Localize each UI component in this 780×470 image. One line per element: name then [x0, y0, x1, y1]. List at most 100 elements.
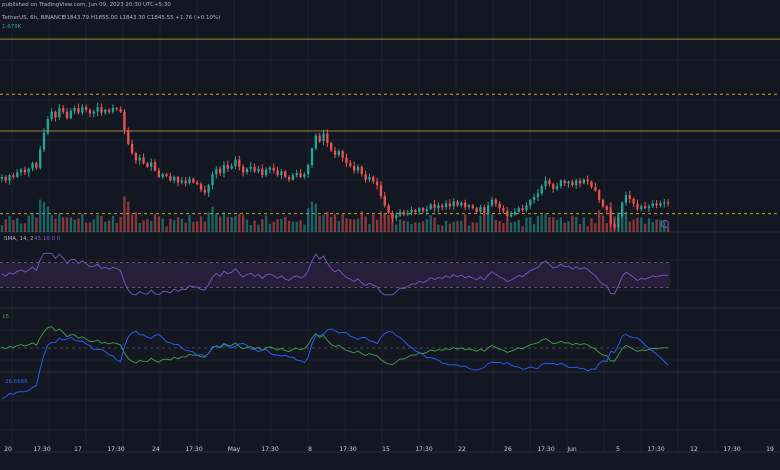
- candle-body: [494, 199, 497, 204]
- volume-bar: [111, 215, 115, 232]
- candle-body: [360, 166, 363, 175]
- volume-bar: [441, 225, 444, 232]
- volume-bar: [395, 224, 398, 232]
- volume-bar: [69, 217, 72, 232]
- candle-body: [12, 175, 15, 177]
- publish-text: published on TradingView.com, Jun 09, 20…: [2, 2, 171, 8]
- candle-body: [192, 178, 195, 183]
- x-tick-label: 17:30: [723, 446, 740, 453]
- volume-bar: [245, 219, 249, 232]
- volume-bar: [636, 217, 639, 232]
- last-price-badge[interactable]: [661, 220, 669, 228]
- candle-body: [157, 170, 161, 177]
- volume-bar: [230, 217, 233, 232]
- x-tick-label: 5: [616, 446, 620, 453]
- candle-body: [356, 166, 360, 171]
- volume-bar: [295, 221, 298, 232]
- candle-body: [513, 211, 517, 215]
- volume-bar: [598, 210, 601, 232]
- volume-bar: [590, 218, 593, 232]
- volume-bar: [238, 213, 241, 232]
- volume-bar: [138, 222, 141, 232]
- candle-body: [395, 215, 398, 219]
- candle-body: [222, 164, 226, 174]
- candle-body: [475, 208, 478, 212]
- volume-bar: [107, 220, 111, 232]
- volume-bar: [169, 218, 172, 232]
- volume-bar: [402, 220, 406, 232]
- candle-body: [100, 107, 103, 113]
- candle-body: [617, 216, 620, 228]
- volume-bar: [651, 222, 654, 232]
- candle-body: [42, 132, 46, 150]
- candle-body: [425, 209, 429, 211]
- candle-body: [88, 109, 92, 114]
- candle-body: [532, 197, 536, 200]
- volume-bar: [356, 218, 360, 232]
- x-tick-label: 8: [308, 446, 312, 453]
- volume-bar: [552, 217, 555, 232]
- candle-body: [506, 210, 509, 217]
- volume-bar: [364, 216, 367, 232]
- candle-body: [127, 130, 130, 144]
- volume-bar: [655, 219, 658, 232]
- volume-bar: [494, 219, 497, 232]
- volume-bar: [4, 219, 7, 232]
- volume-bar: [192, 221, 195, 232]
- volume-bar: [483, 213, 486, 232]
- candle-body: [203, 189, 206, 193]
- volume-bar: [165, 226, 168, 232]
- volume-bar: [337, 220, 340, 232]
- volume-bar: [58, 213, 61, 232]
- candle-body: [590, 181, 593, 188]
- candle-body: [310, 148, 314, 165]
- candle-body: [146, 163, 149, 167]
- volume-bar: [115, 222, 118, 232]
- candle-body: [433, 204, 436, 209]
- candle-body: [35, 163, 38, 168]
- candle-body: [199, 184, 203, 190]
- volume-bar: [46, 206, 50, 232]
- volume-bar: [640, 217, 643, 232]
- candle-body: [571, 181, 574, 186]
- candle-body: [314, 135, 318, 149]
- x-tick-label: 26: [504, 446, 512, 453]
- x-tick-label: 22: [458, 446, 466, 453]
- volume-bar: [532, 224, 536, 232]
- candle-body: [69, 110, 72, 119]
- volume-bar: [218, 216, 222, 232]
- candle-body: [161, 174, 164, 177]
- candle-body: [567, 181, 570, 184]
- x-tick-label: 24: [152, 446, 160, 453]
- candle-body: [632, 198, 635, 204]
- volume-bar: [555, 219, 559, 232]
- volume-bar: [578, 224, 582, 232]
- candle-body: [563, 180, 566, 184]
- candle-body: [559, 180, 563, 187]
- volume-bar: [73, 219, 76, 232]
- volume-bar: [433, 217, 436, 232]
- volume-bar: [601, 215, 605, 232]
- volume-bar: [326, 211, 329, 232]
- rsi-values: 45.16 0 0: [34, 236, 61, 242]
- candle-body: [0, 176, 4, 179]
- candle-body: [142, 157, 145, 164]
- volume-bar: [123, 196, 126, 232]
- candle-body: [54, 111, 57, 118]
- candle-body: [341, 151, 344, 158]
- candle-body: [536, 193, 540, 198]
- candle-body: [379, 185, 383, 197]
- candle-body: [643, 206, 647, 209]
- candle-body: [464, 202, 467, 208]
- candle-body: [215, 168, 218, 175]
- volume-bar: [448, 223, 452, 232]
- volume-bar: [23, 223, 27, 232]
- candle-body: [605, 206, 608, 210]
- volume-bar: [310, 201, 314, 232]
- volume-bar: [464, 214, 467, 232]
- candle-body: [58, 108, 61, 118]
- volume-bars: [0, 196, 670, 232]
- candle-body: [387, 205, 390, 213]
- volume-bar: [379, 211, 383, 232]
